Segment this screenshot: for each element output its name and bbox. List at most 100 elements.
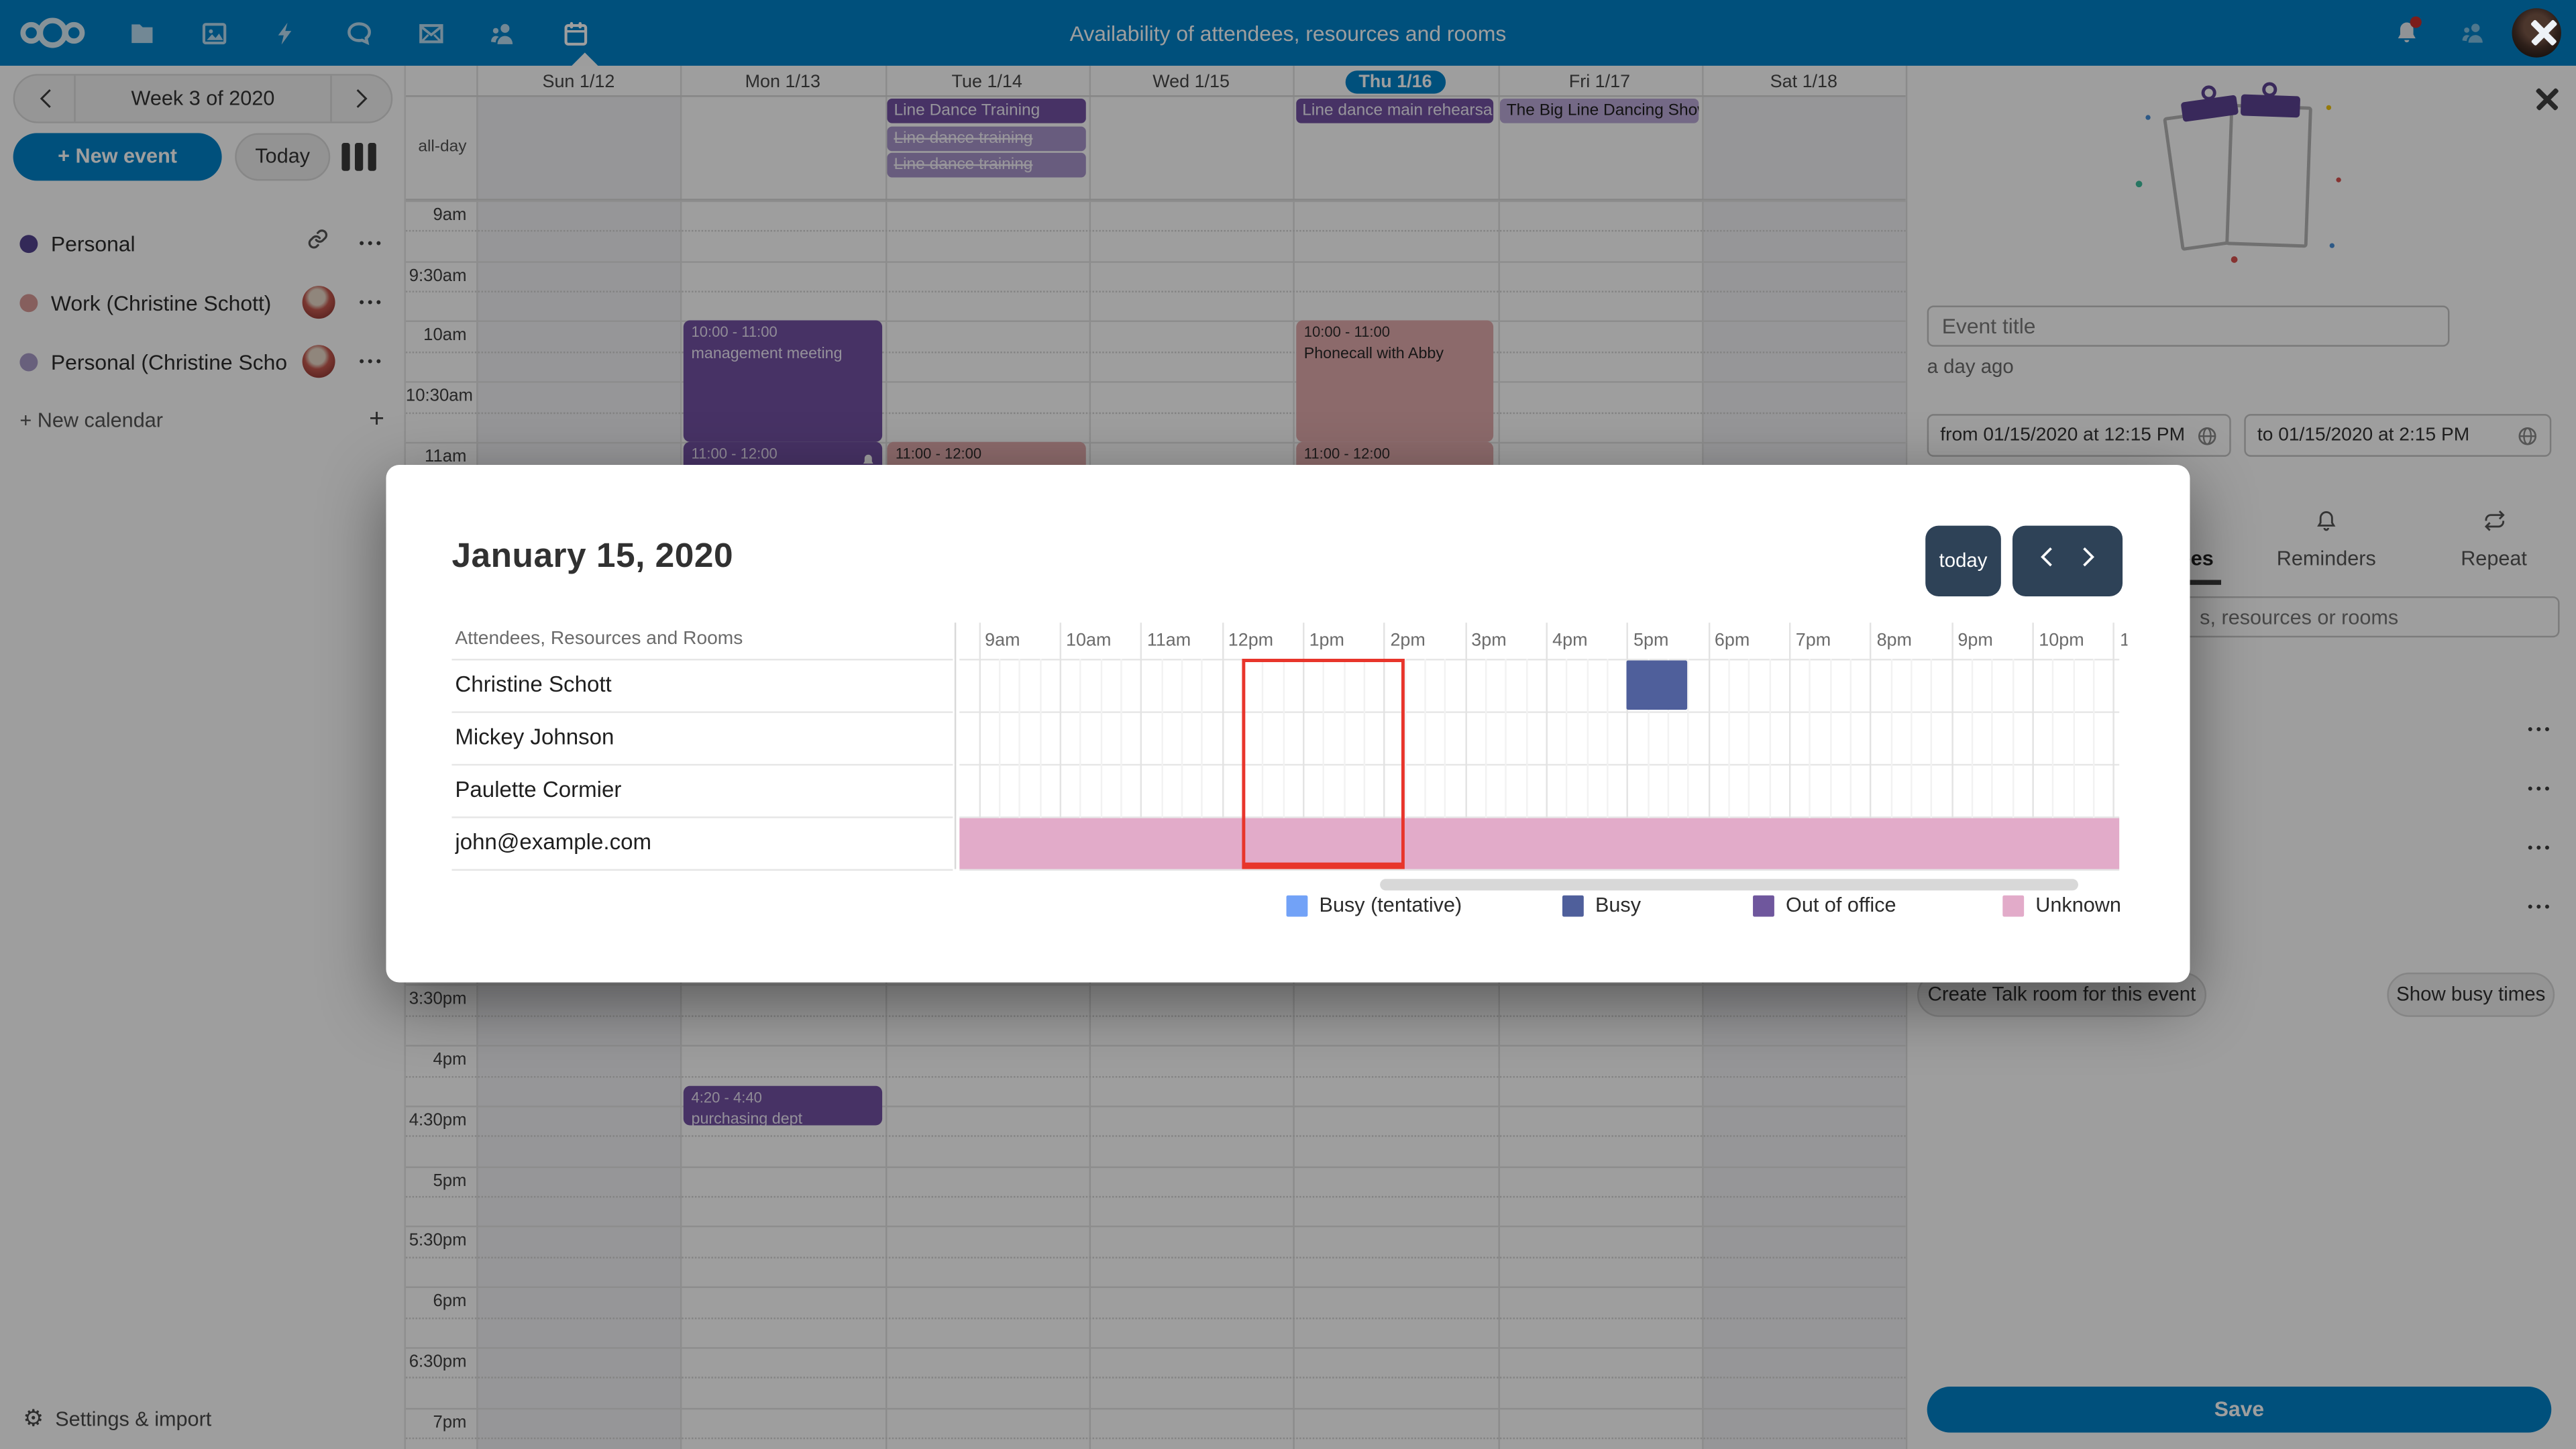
- timeline-hour-line: [1708, 623, 1710, 869]
- files-app-icon[interactable]: [105, 0, 178, 66]
- all-day-event[interactable]: Line dance main rehearsal: [1295, 98, 1495, 123]
- modal-today-button[interactable]: today: [1925, 525, 2001, 596]
- time-label: 4pm: [433, 1050, 467, 1070]
- globe-icon[interactable]: [2517, 425, 2538, 446]
- calendar-list-item[interactable]: Personal •••: [0, 213, 404, 272]
- timeline-hour-line: [1788, 623, 1791, 869]
- calendar-list-item[interactable]: Work (Christine Schott) •••: [0, 273, 404, 332]
- timeline-hour-label: 11am: [1146, 631, 1191, 651]
- timeline-quarter-line: [1647, 659, 1649, 869]
- timeline-quarter-line: [1485, 659, 1487, 869]
- header-divider: [405, 95, 1906, 97]
- save-button[interactable]: Save: [1927, 1386, 2552, 1433]
- time-label: 10am: [423, 326, 467, 346]
- timeline-quarter-line: [1768, 659, 1771, 869]
- timeline-scrollbar[interactable]: [1380, 879, 2078, 891]
- timeline-hour-label: 1pm: [1309, 631, 1344, 651]
- notifications-bell-icon[interactable]: [2374, 0, 2440, 66]
- calendar-app-icon[interactable]: [539, 0, 611, 66]
- timeline-quarter-line: [2093, 659, 2095, 869]
- previous-week-button[interactable]: [15, 76, 74, 122]
- event[interactable]: 4:20 - 4:40 purchasing dept: [683, 1085, 882, 1126]
- all-day-event[interactable]: Line dance training: [887, 152, 1086, 178]
- globe-icon[interactable]: [2196, 425, 2218, 446]
- day-header[interactable]: Wed 1/15: [1152, 71, 1230, 91]
- day-header[interactable]: Thu 1/16: [1293, 70, 1497, 93]
- reminders-bell-icon: [2315, 509, 2338, 541]
- contacts-menu-icon[interactable]: [2440, 0, 2506, 66]
- unknown-availability-bar: [959, 817, 2120, 869]
- timeline-quarter-line: [1161, 659, 1163, 869]
- view-switcher-icon[interactable]: [341, 143, 376, 171]
- week-label[interactable]: Week 3 of 2020: [74, 75, 332, 122]
- contacts-app-icon[interactable]: [467, 0, 539, 66]
- attendee-menu-icon[interactable]: •••: [2527, 780, 2553, 797]
- photos-app-icon[interactable]: [177, 0, 250, 66]
- close-overlay-icon[interactable]: [2530, 18, 2558, 46]
- timeline-quarter-line: [1728, 659, 1730, 869]
- time-label: 6:30pm: [409, 1352, 467, 1372]
- event[interactable]: 10:00 - 11:00 Phonecall with Abby: [1295, 321, 1495, 442]
- attendee-menu-icon[interactable]: •••: [2527, 839, 2553, 856]
- row-divider: [451, 815, 953, 818]
- timeline-quarter-line: [1079, 659, 1081, 869]
- settings-import[interactable]: ⚙ Settings & import: [23, 1405, 211, 1433]
- calendar-list-item[interactable]: Personal (Christine Scho... •••: [0, 332, 404, 391]
- day-header[interactable]: Tue 1/14: [951, 71, 1022, 91]
- shared-by-avatar: [302, 286, 335, 319]
- event-end-field[interactable]: to 01/15/2020 at 2:15 PM: [2244, 414, 2552, 457]
- previous-day-icon[interactable]: [2039, 545, 2054, 577]
- legend-swatch: [2002, 894, 2025, 916]
- next-week-button[interactable]: [332, 76, 391, 122]
- show-busy-times-button[interactable]: Show busy times: [2387, 972, 2555, 1017]
- day-header[interactable]: Fri 1/17: [1568, 71, 1631, 91]
- hour-line: [405, 1226, 1906, 1228]
- timeline-quarter-line: [1606, 659, 1609, 869]
- calendar-menu-icon[interactable]: •••: [359, 353, 385, 370]
- last-modified-label: a day ago: [1927, 354, 2014, 378]
- share-link-icon[interactable]: [299, 228, 335, 258]
- timeline-quarter-line: [1890, 659, 1892, 869]
- calendar-menu-icon[interactable]: •••: [359, 294, 385, 311]
- day-header[interactable]: Mon 1/13: [745, 71, 820, 91]
- calendar-menu-icon[interactable]: •••: [359, 235, 385, 252]
- modal-date-title: January 15, 2020: [451, 537, 734, 576]
- timeline-quarter-line: [1748, 659, 1750, 869]
- nextcloud-logo-icon[interactable]: [0, 0, 105, 66]
- attendee-row-name: Christine Schott: [455, 672, 612, 697]
- all-day-event[interactable]: The Big Line Dancing Show: [1499, 98, 1699, 123]
- attendee-menu-icon[interactable]: •••: [2527, 898, 2553, 916]
- timeline-hour-label: 5pm: [1633, 631, 1669, 651]
- tab-reminders[interactable]: Reminders: [2276, 547, 2376, 570]
- hour-line: [405, 200, 1906, 203]
- activity-app-icon[interactable]: [250, 0, 322, 66]
- timeline-quarter-line: [1018, 659, 1021, 869]
- timeline-quarter-line: [1120, 659, 1122, 869]
- new-event-button[interactable]: + New event: [13, 133, 222, 181]
- calendar-name: Personal: [50, 231, 136, 256]
- availability-timeline[interactable]: [959, 623, 2124, 869]
- selected-time-range[interactable]: [1242, 659, 1404, 869]
- timeline-hour-label: 3pm: [1471, 631, 1507, 651]
- timeline-quarter-line: [1525, 659, 1527, 869]
- attendee-menu-icon[interactable]: •••: [2527, 721, 2553, 738]
- all-day-event[interactable]: Line Dance Training: [887, 98, 1086, 123]
- all-day-event[interactable]: Line dance training: [887, 125, 1086, 151]
- new-calendar-button[interactable]: + New calendar +: [0, 391, 404, 450]
- user-avatar[interactable]: [2512, 8, 2561, 58]
- next-day-icon[interactable]: [2081, 545, 2096, 577]
- event-title-input[interactable]: [1927, 305, 2450, 347]
- quarter-line: [405, 1437, 1906, 1440]
- day-header[interactable]: Sun 1/12: [542, 71, 615, 91]
- today-button[interactable]: Today: [235, 133, 331, 181]
- quarter-line: [405, 1015, 1906, 1017]
- event-start-field[interactable]: from 01/15/2020 at 12:15 PM: [1927, 414, 2231, 457]
- quarter-line: [405, 1136, 1906, 1138]
- event[interactable]: 10:00 - 11:00 management meeting: [683, 321, 882, 442]
- clipboard-illustration: [2135, 82, 2349, 269]
- mail-app-icon[interactable]: [394, 0, 467, 66]
- talk-app-icon[interactable]: [322, 0, 394, 66]
- tab-repeat[interactable]: Repeat: [2461, 547, 2527, 570]
- day-header[interactable]: Sat 1/18: [1770, 71, 1838, 91]
